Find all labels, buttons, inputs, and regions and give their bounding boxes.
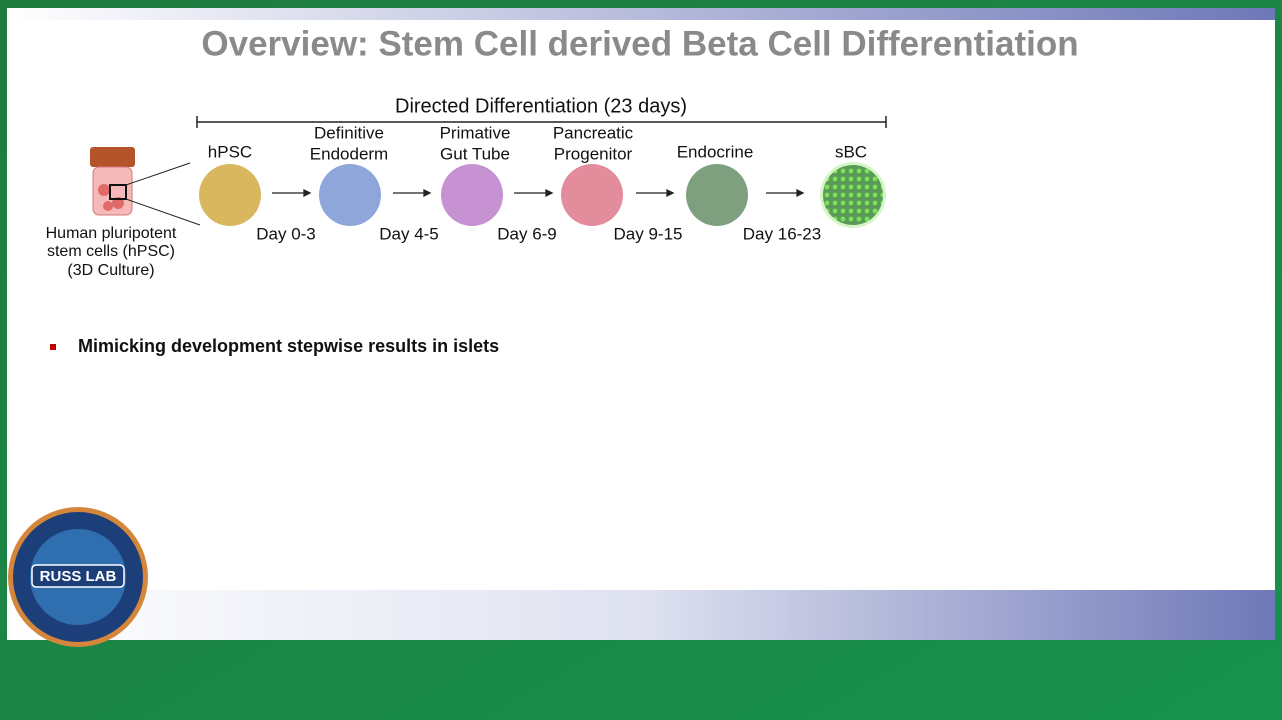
stage-label: Pancreatic xyxy=(553,123,634,142)
slide-title: Overview: Stem Cell derived Beta Cell Di… xyxy=(201,24,1078,63)
cell xyxy=(561,164,623,226)
logo: RUSS LAB xyxy=(8,507,148,647)
bottom-band xyxy=(7,590,1275,640)
logo-text: RUSS LAB xyxy=(40,568,117,585)
stage-label: hPSC xyxy=(208,142,252,161)
cell xyxy=(199,164,261,226)
arrows xyxy=(272,188,805,198)
stage-label: Progenitor xyxy=(554,144,633,163)
cells xyxy=(199,162,886,228)
slide xyxy=(7,8,1275,640)
stage-label: Primative xyxy=(440,123,511,142)
timeline-label: Directed Differentiation (23 days) xyxy=(395,95,687,117)
bullet-text: Mimicking development stepwise results i… xyxy=(78,336,499,356)
stage-label: Endoderm xyxy=(310,144,388,163)
day-label: Day 0-3 xyxy=(256,224,316,243)
day-label: Day 16-23 xyxy=(743,224,821,243)
stage-label: Definitive xyxy=(314,123,384,142)
source-label: (3D Culture) xyxy=(67,262,154,279)
source-label: stem cells (hPSC) xyxy=(47,243,175,260)
bullet-marker xyxy=(50,344,56,350)
day-label: Day 4-5 xyxy=(379,224,439,243)
stage-label: Endocrine xyxy=(677,142,754,161)
stage-label: Gut Tube xyxy=(440,144,510,163)
cell xyxy=(319,164,381,226)
cell xyxy=(686,164,748,226)
stage-label: sBC xyxy=(835,142,867,161)
cell xyxy=(823,165,883,225)
top-band xyxy=(7,8,1275,20)
cell xyxy=(441,164,503,226)
day-label: Day 9-15 xyxy=(614,224,683,243)
day-label: Day 6-9 xyxy=(497,224,557,243)
culture-vial xyxy=(90,147,201,226)
source-label: Human pluripotent xyxy=(46,225,177,242)
timeline-bracket xyxy=(196,116,887,128)
